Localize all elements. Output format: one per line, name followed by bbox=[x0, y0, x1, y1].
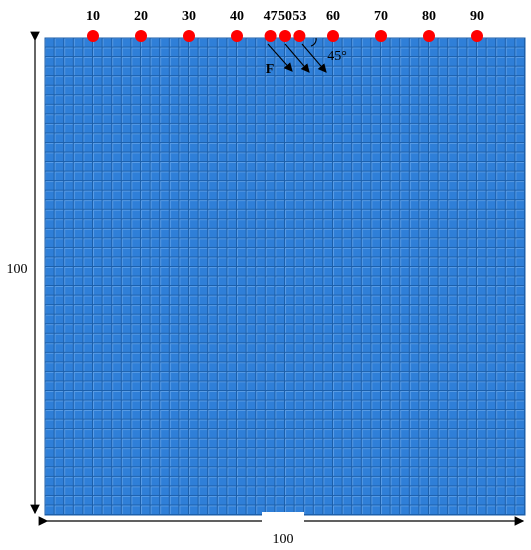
load-point bbox=[423, 30, 435, 42]
point-label: 20 bbox=[134, 9, 148, 24]
point-label: 90 bbox=[470, 9, 484, 24]
load-point bbox=[231, 30, 243, 42]
load-point bbox=[264, 30, 277, 42]
angle-label: 45° bbox=[327, 49, 347, 64]
load-point bbox=[183, 30, 195, 42]
height-label: 100 bbox=[7, 262, 28, 277]
label-bg bbox=[262, 512, 304, 532]
load-point bbox=[293, 30, 306, 42]
point-label: 47 bbox=[264, 9, 278, 24]
point-label: 10 bbox=[86, 9, 100, 24]
load-point bbox=[375, 30, 387, 42]
label-bg bbox=[5, 258, 31, 282]
load-point bbox=[471, 30, 483, 42]
point-label: 53 bbox=[292, 9, 306, 24]
point-label: 80 bbox=[422, 9, 436, 24]
point-label: 60 bbox=[326, 9, 340, 24]
point-label: 50 bbox=[278, 9, 292, 24]
force-label: F bbox=[266, 62, 275, 77]
width-label: 100 bbox=[273, 532, 294, 547]
load-point bbox=[135, 30, 147, 42]
load-point bbox=[327, 30, 339, 42]
point-label: 70 bbox=[374, 9, 388, 24]
load-point bbox=[87, 30, 99, 42]
point-label: 30 bbox=[182, 9, 196, 24]
point-label: 40 bbox=[230, 9, 244, 24]
mesh bbox=[44, 37, 526, 516]
force-arrows bbox=[267, 37, 327, 73]
load-point bbox=[279, 30, 291, 42]
